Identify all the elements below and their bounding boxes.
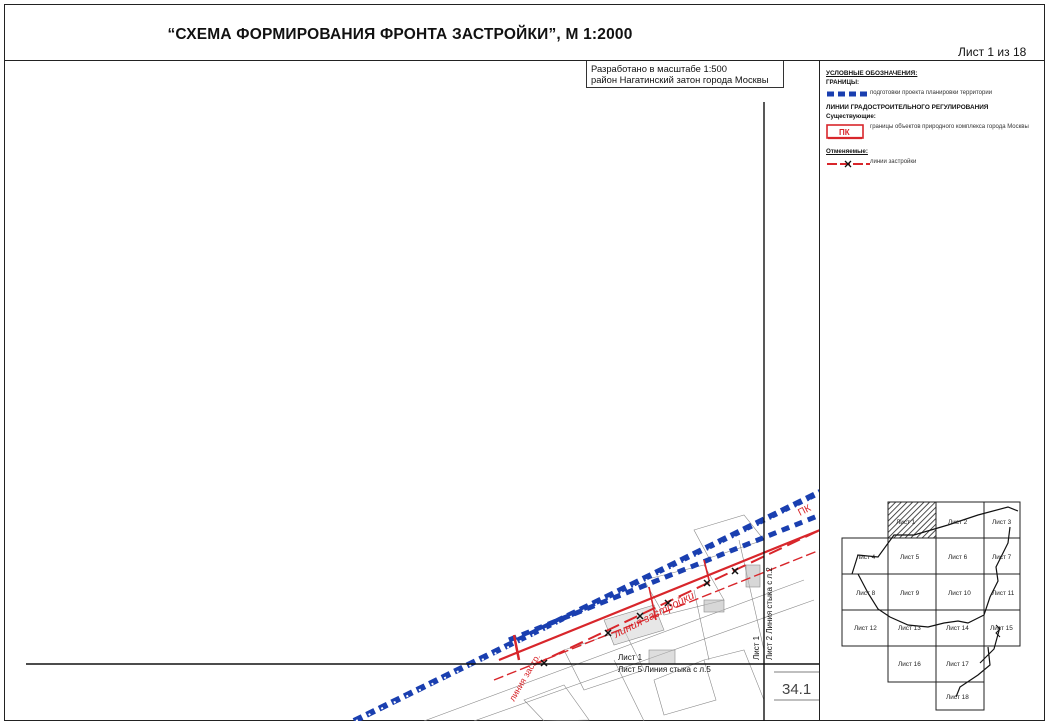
blue-dashed-boundary-symbol	[826, 90, 870, 98]
index-cell-15[interactable]	[983, 609, 1021, 647]
index-label-10: Лист 10	[948, 590, 971, 597]
legend-heading: УСЛОВНЫЕ ОБОЗНАЧЕНИЯ:	[826, 70, 918, 77]
sheet-number: Лист 1 из 18	[958, 45, 1027, 59]
index-label-16: Лист 16	[898, 661, 921, 668]
index-label-14: Лист 14	[946, 625, 969, 632]
legend-row-boundary: подготовки проекта планировки территории	[826, 90, 1041, 98]
legend-row-existing: ПК границы объектов природного комплекса…	[826, 124, 1041, 140]
scale-note-line1: Разработано в масштабе 1:500	[591, 63, 727, 74]
pk-boundary-symbol: ПК	[826, 124, 870, 140]
index-label-5: Лист 5	[900, 554, 920, 561]
index-label-4: Лист 4	[856, 554, 876, 561]
scale-note-line2: район Нагатинский затон города Москвы	[591, 74, 769, 85]
drawing-sheet-frame	[4, 4, 1045, 721]
legend-panel: УСЛОВНЫЕ ОБОЗНАЧЕНИЯ: ГРАНИЦЫ: подготовк…	[826, 70, 1041, 169]
vertical-join-sheet1-label: Лист 1	[752, 635, 761, 660]
map-area[interactable]: ПК линия застройки линия застр. Лист 1 Л…	[4, 60, 820, 721]
legend-row-cancelled: линии застройки	[826, 159, 1041, 169]
index-label-12: Лист 12	[854, 625, 877, 632]
index-boundary-trace	[851, 506, 1019, 698]
base-map-features	[423, 514, 815, 721]
index-label-9: Лист 9	[900, 590, 920, 597]
block-number: 34.1	[782, 681, 811, 698]
title-divider	[4, 60, 1045, 61]
index-label-11: Лист 11	[992, 590, 1015, 597]
legend-boundary-text: подготовки проекта планировки территории	[870, 90, 993, 96]
current-sheet-hatch	[889, 503, 935, 521]
index-label-2: Лист 2	[948, 519, 968, 526]
vertical-join-sheet2-label: Лист 2 Линия стыка с л.2	[765, 567, 774, 660]
index-label-1: Лист 1	[896, 519, 916, 526]
legend-existing-heading: Существующие:	[826, 113, 876, 120]
horizontal-join-sheet1-label: Лист 1	[618, 653, 643, 662]
index-label-18: Лист 18	[946, 694, 969, 701]
pk-symbol-label: ПК	[839, 128, 850, 137]
index-label-3: Лист 3	[992, 519, 1012, 526]
index-label-7: Лист 7	[992, 554, 1012, 561]
index-label-15: Лист 15	[990, 625, 1013, 632]
pk-map-label: ПК	[796, 503, 813, 519]
cancelled-line-symbol	[826, 159, 870, 169]
index-label-13: Лист 13	[898, 625, 921, 632]
cancelled-line-crosses	[540, 567, 739, 667]
legend-cancelled-text: линии застройки	[870, 159, 917, 165]
legend-cancelled-heading: Отменяемые:	[826, 148, 868, 155]
scale-note: Разработано в масштабе 1:500 район Нагат…	[586, 61, 784, 88]
legend-existing-text: границы объектов природного комплекса го…	[870, 124, 1029, 130]
natural-complex-boundary	[498, 529, 819, 662]
index-label-8: Лист 8	[856, 590, 876, 597]
cancelled-building-line	[533, 529, 819, 666]
index-label-6: Лист 6	[948, 554, 968, 561]
legend-regulation-heading: ЛИНИИ ГРАДОСТРОИТЕЛЬНОГО РЕГУЛИРОВАНИЯ	[826, 104, 989, 111]
legend-boundaries-heading: ГРАНИЦЫ:	[826, 79, 860, 86]
drawing-title: “СХЕМА ФОРМИРОВАНИЯ ФРОНТА ЗАСТРОЙКИ”, М…	[167, 26, 633, 43]
index-cell-18[interactable]	[935, 681, 985, 711]
horizontal-join-sheet5-label: Лист 5 Линия стыка с л.5	[618, 665, 711, 674]
sheet-index-grid: Лист 1 Лист 2 Лист 3 Лист 4 Лист 5 Лист …	[841, 501, 1021, 711]
map-canvas: ПК линия застройки линия застр. Лист 1 Л…	[26, 102, 819, 721]
index-label-17: Лист 17	[946, 661, 969, 668]
